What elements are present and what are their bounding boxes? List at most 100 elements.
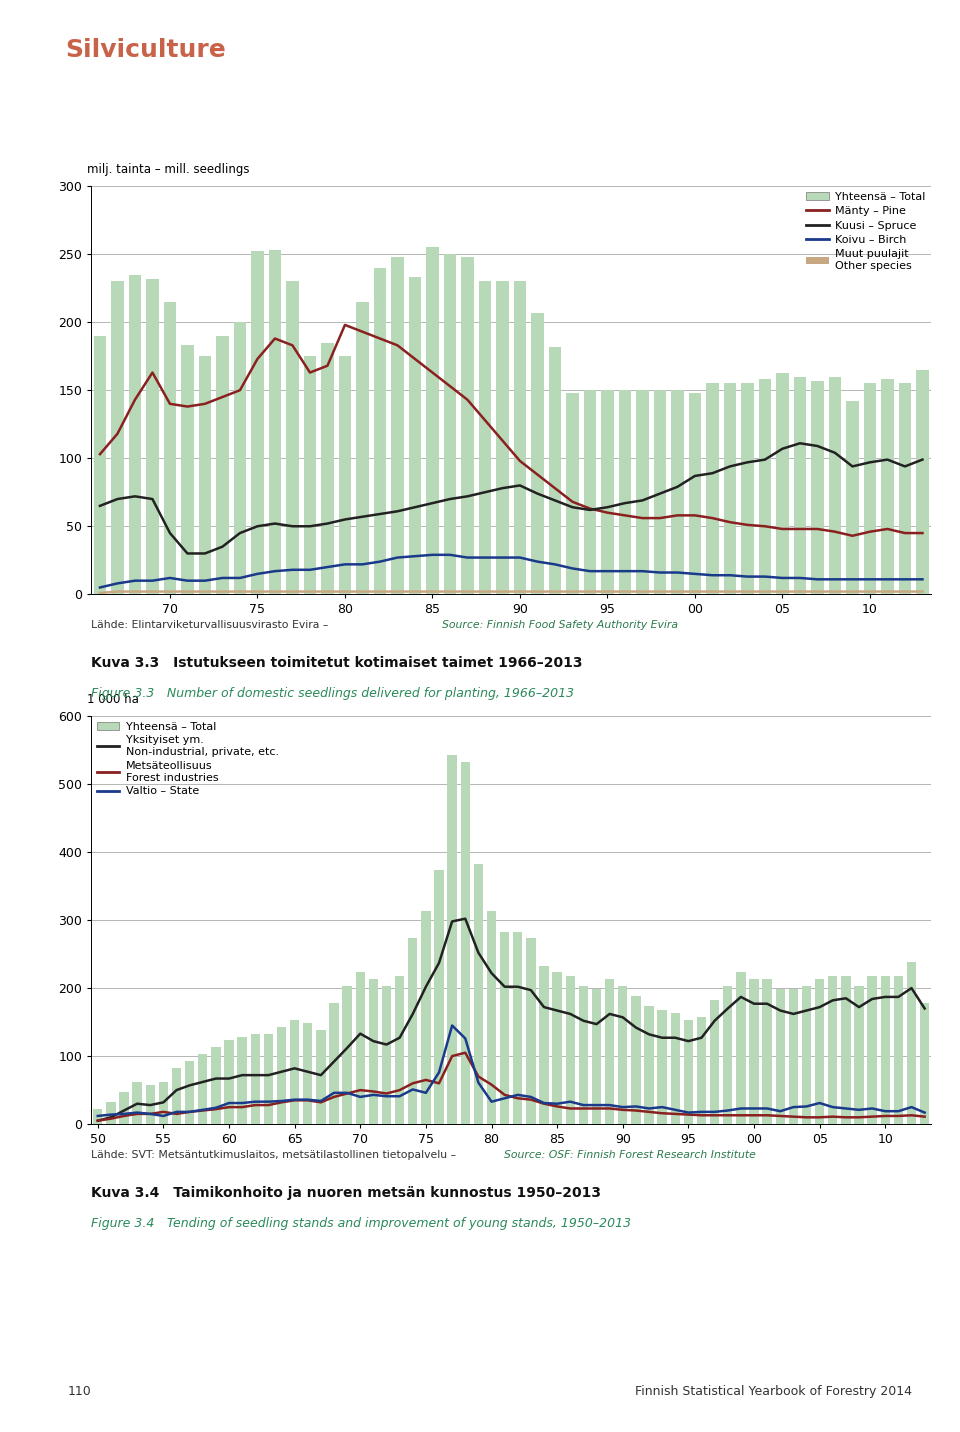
Bar xyxy=(723,987,732,1124)
Bar xyxy=(434,871,444,1124)
Bar xyxy=(479,282,492,594)
Bar xyxy=(496,282,509,594)
Bar xyxy=(343,987,352,1124)
Bar xyxy=(899,384,911,594)
Bar xyxy=(658,1010,667,1124)
Bar xyxy=(841,975,851,1124)
Bar xyxy=(736,972,746,1124)
Bar xyxy=(709,1000,719,1124)
Bar xyxy=(181,345,194,594)
Bar xyxy=(565,975,575,1124)
Text: Silviculture: Silviculture xyxy=(65,39,226,62)
Bar xyxy=(339,357,351,594)
Bar xyxy=(514,282,526,594)
Bar xyxy=(762,979,772,1124)
Text: Kuva 3.3 Istutukseen toimitetut kotimaiset taimet 1966–2013: Kuva 3.3 Istutukseen toimitetut kotimais… xyxy=(91,656,583,670)
Bar xyxy=(920,1002,929,1124)
Bar xyxy=(286,282,299,594)
Text: Source: OSF: Finnish Forest Research Institute: Source: OSF: Finnish Forest Research Ins… xyxy=(504,1150,756,1160)
Bar xyxy=(846,401,859,594)
Bar xyxy=(329,1002,339,1124)
Bar xyxy=(815,979,825,1124)
Bar xyxy=(198,1054,207,1124)
Bar xyxy=(684,1020,693,1124)
Bar xyxy=(421,911,431,1124)
Bar xyxy=(531,312,543,594)
Bar xyxy=(880,975,890,1124)
Legend: Yhteensä – Total, Yksityiset ym.
Non-industrial, private, etc., Metsäteollisuus
: Yhteensä – Total, Yksityiset ym. Non-ind… xyxy=(97,722,278,796)
Text: Lähde: Elintarviketurvallisuusvirasto Evira –: Lähde: Elintarviketurvallisuusvirasto Ev… xyxy=(91,620,332,630)
Bar xyxy=(776,990,785,1124)
Bar xyxy=(636,390,649,594)
Bar xyxy=(776,372,789,594)
Bar xyxy=(794,377,806,594)
Bar xyxy=(618,987,628,1124)
Bar xyxy=(395,975,404,1124)
Bar xyxy=(409,278,421,594)
Bar xyxy=(579,987,588,1124)
Bar xyxy=(251,1034,260,1124)
Bar xyxy=(868,975,876,1124)
Bar xyxy=(290,1020,300,1124)
Bar xyxy=(172,1068,181,1124)
Bar xyxy=(601,390,613,594)
Bar xyxy=(461,256,473,594)
Bar xyxy=(802,987,811,1124)
Bar xyxy=(356,302,369,594)
Bar xyxy=(216,337,228,594)
Bar xyxy=(146,279,158,594)
Bar xyxy=(526,938,536,1124)
Text: Figure 3.3 Number of domestic seedlings delivered for planting, 1966–2013: Figure 3.3 Number of domestic seedlings … xyxy=(91,687,574,700)
Text: Source: Finnish Food Safety Authority Evira: Source: Finnish Food Safety Authority Ev… xyxy=(442,620,678,630)
Bar xyxy=(111,282,124,594)
Bar xyxy=(828,377,841,594)
Bar xyxy=(618,390,632,594)
Bar xyxy=(591,990,601,1124)
Bar xyxy=(750,979,758,1124)
Bar xyxy=(566,392,579,594)
Legend: Yhteensä – Total, Mänty – Pine, Kuusi – Spruce, Koivu – Birch, Muut puulajit
Oth: Yhteensä – Total, Mänty – Pine, Kuusi – … xyxy=(806,192,925,271)
Bar xyxy=(811,381,824,594)
Bar xyxy=(688,392,701,594)
Bar xyxy=(269,251,281,594)
Bar xyxy=(303,357,316,594)
Bar xyxy=(549,347,562,594)
Bar xyxy=(316,1030,325,1124)
Bar xyxy=(163,302,177,594)
Bar xyxy=(828,975,837,1124)
Text: 3: 3 xyxy=(12,36,34,64)
Bar xyxy=(185,1061,194,1124)
Bar xyxy=(391,256,404,594)
Bar xyxy=(724,384,736,594)
Bar xyxy=(199,357,211,594)
Bar xyxy=(605,979,614,1124)
Bar xyxy=(707,384,719,594)
Bar xyxy=(644,1007,654,1124)
Bar xyxy=(540,965,549,1124)
Bar xyxy=(107,1103,115,1124)
Bar xyxy=(881,379,894,594)
Bar xyxy=(408,938,418,1124)
Text: 110: 110 xyxy=(67,1385,91,1398)
Bar xyxy=(487,911,496,1124)
Bar xyxy=(237,1037,247,1124)
Bar xyxy=(93,1110,103,1124)
Bar xyxy=(426,248,439,594)
Text: 1 000 ha: 1 000 ha xyxy=(87,693,139,706)
Bar xyxy=(654,390,666,594)
Bar xyxy=(631,997,640,1124)
Bar xyxy=(225,1041,233,1124)
Bar xyxy=(447,755,457,1124)
Bar xyxy=(303,1024,313,1124)
Bar xyxy=(697,1017,707,1124)
Bar xyxy=(854,987,864,1124)
Bar xyxy=(129,275,141,594)
Text: Lähde: SVT: Metsäntutkimuslaitos, metsätilastollinen tietopalvelu –: Lähde: SVT: Metsäntutkimuslaitos, metsät… xyxy=(91,1150,460,1160)
Bar xyxy=(94,337,107,594)
Bar xyxy=(513,932,522,1124)
Bar xyxy=(916,369,928,594)
Bar xyxy=(369,979,378,1124)
Bar xyxy=(444,255,456,594)
Bar xyxy=(158,1083,168,1124)
Bar xyxy=(741,384,754,594)
